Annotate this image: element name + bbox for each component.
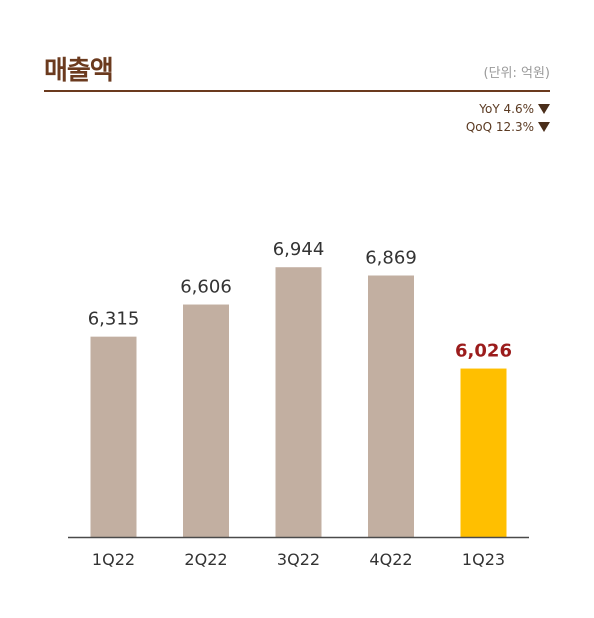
category-label-2Q22: 2Q22: [184, 550, 227, 569]
bar-3Q22: [275, 267, 322, 537]
category-label-3Q22: 3Q22: [277, 550, 320, 569]
title-divider: [44, 90, 550, 92]
value-label-1Q23: 6,026: [455, 341, 512, 362]
category-label-1Q23: 1Q23: [462, 550, 505, 569]
yoy-growth: YoY 4.6%: [479, 102, 550, 116]
unit-label: (단위: 억원): [483, 66, 551, 81]
value-label-1Q22: 6,315: [88, 309, 140, 330]
qoq-growth: QoQ 12.3%: [466, 120, 550, 134]
category-label-4Q22: 4Q22: [369, 550, 412, 569]
value-label-4Q22: 6,869: [365, 247, 417, 268]
bar-1Q22: [90, 336, 137, 537]
value-label-2Q22: 6,606: [180, 277, 232, 298]
down-triangle-icon: [538, 104, 550, 114]
category-label-1Q22: 1Q22: [92, 550, 135, 569]
qoq-growth-label: QoQ 12.3%: [465, 120, 534, 134]
bar-1Q23: [460, 368, 507, 537]
chart-title: 매출액: [44, 56, 114, 86]
bar-4Q22: [368, 275, 414, 537]
down-triangle-icon: [538, 122, 550, 132]
value-label-3Q22: 6,944: [273, 239, 325, 260]
bar-2Q22: [183, 304, 229, 537]
yoy-growth-label: YoY 4.6%: [479, 102, 534, 116]
